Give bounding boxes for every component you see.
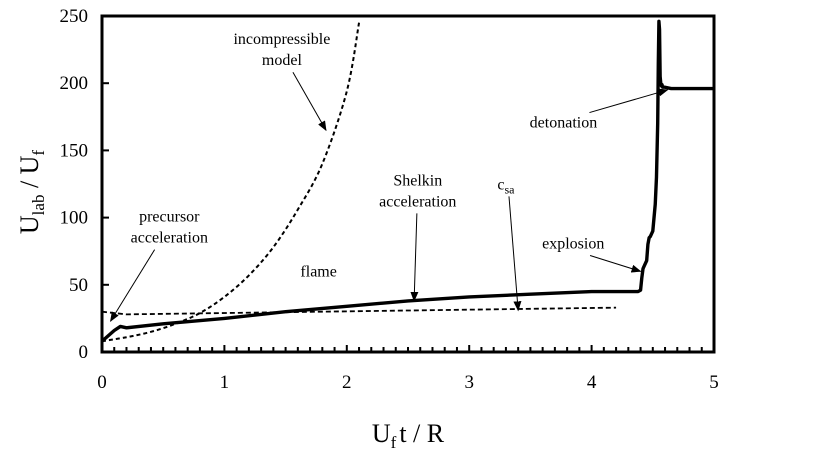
y-tick-label: 250 [60, 6, 89, 27]
x-tick-label: 3 [464, 372, 474, 393]
y-tick-label: 200 [60, 73, 89, 94]
annotation-label: flame [300, 264, 336, 281]
annotation-arrow [410, 213, 419, 302]
annotation-label: acceleration [131, 230, 208, 247]
annotation-6: explosion [542, 236, 642, 273]
annotation-5: csa [497, 176, 522, 312]
annotation-7: detonation [530, 88, 669, 132]
annotation-4: Shelkin acceleration [379, 172, 456, 302]
y-tick-label: 0 [79, 342, 89, 363]
annotation-label: Shelkin [393, 172, 442, 189]
x-axis-title: Uf t / R [372, 419, 445, 452]
y-axis-title: Ulab / Uf [15, 150, 48, 235]
x-tick-label: 2 [342, 372, 352, 393]
annotation-arrow [508, 196, 522, 312]
y-tick-label: 50 [69, 275, 88, 296]
x-tick-label: 1 [220, 372, 230, 393]
annotation-label: acceleration [379, 193, 456, 210]
series-line-3 [101, 306, 617, 316]
series-line-1 [100, 19, 714, 343]
annotation-arrow [589, 255, 642, 273]
y-tick-label: 100 [60, 208, 89, 229]
annotation-arrow [110, 249, 156, 322]
annotation-label: detonation [530, 115, 598, 132]
annotation-3: flame [300, 264, 336, 281]
annotation-1: incompressible model [233, 31, 330, 132]
x-tick-label: 0 [97, 372, 107, 393]
annotation-label: model [262, 52, 303, 69]
annotation-label: explosion [542, 236, 604, 253]
annotation-label: precursor [139, 209, 200, 226]
y-tick-label: 150 [60, 140, 89, 161]
annotation-2: precursor acceleration [110, 209, 208, 322]
x-tick-label: 5 [709, 372, 719, 393]
annotation-arrow [292, 71, 327, 132]
annotations: incompressible model precursor acceleration… [110, 31, 669, 322]
annotation-label: incompressible [233, 31, 330, 48]
annotation-label: csa [497, 176, 515, 196]
x-tick-label: 4 [587, 372, 597, 393]
annotation-arrow [589, 88, 669, 114]
series-line-2 [101, 22, 361, 343]
